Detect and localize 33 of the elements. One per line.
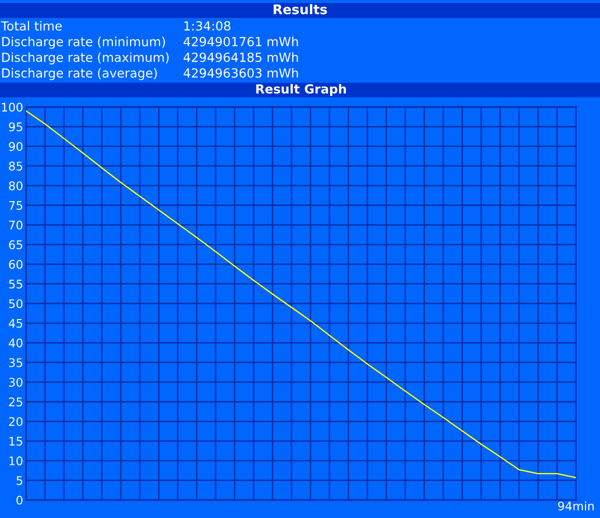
x-tick-label: 94min: [558, 501, 594, 511]
text: 1:34:08: [184, 21, 230, 31]
chart-title: Result Graph: [256, 84, 346, 96]
y-tick-label: 20: [9, 417, 22, 426]
y-tick-label: 65: [9, 240, 22, 250]
text: Discharge rate (average): [2, 68, 157, 80]
y-tick-label: 95: [8, 122, 22, 132]
y-tick-label: 60: [9, 260, 22, 269]
y-tick-label: 25: [9, 397, 22, 406]
text: Discharge rate (maximum): [2, 52, 169, 64]
y-tick-label: 85: [9, 162, 22, 171]
y-tick-label: 5: [16, 476, 22, 486]
y-tick-label: 0: [16, 496, 22, 505]
y-tick-label: 100: [2, 102, 22, 112]
y-tick-label: 30: [9, 378, 22, 387]
y-tick-label: 75: [9, 201, 22, 210]
y-tick-label: 35: [9, 358, 22, 368]
text: 4294964185 mWh: [184, 52, 298, 62]
y-tick-label: 40: [8, 338, 22, 348]
text: 4294963603 mWh: [184, 68, 298, 78]
text: Discharge rate (minimum): [2, 36, 165, 49]
text: 4294901761 mWh: [184, 36, 298, 46]
text: Results: [274, 4, 327, 14]
y-tick-label: 15: [9, 436, 22, 446]
y-tick-label: 55: [9, 280, 22, 289]
y-tick-label: 10: [9, 456, 22, 466]
y-tick-label: 90: [8, 142, 22, 151]
text: Total time: [0, 20, 62, 31]
y-tick-label: 50: [9, 299, 22, 308]
line-series: [26, 110, 576, 478]
y-tick-label: 45: [8, 319, 22, 328]
y-tick-label: 70: [9, 220, 22, 230]
y-tick-label: 80: [9, 181, 22, 190]
